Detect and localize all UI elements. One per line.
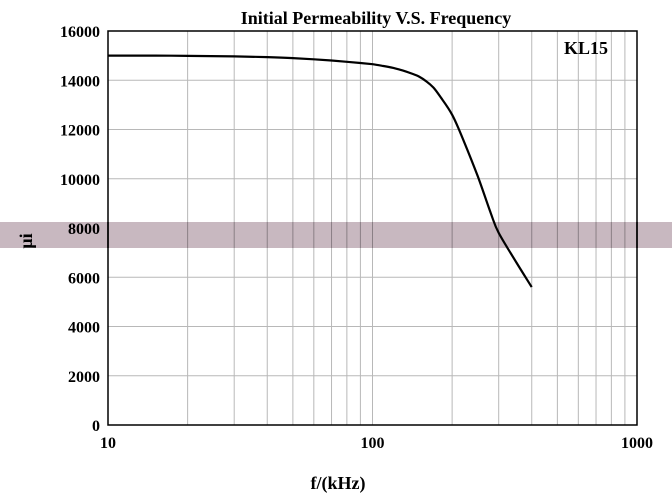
x-tick-label: 1000 — [621, 435, 653, 452]
x-tick-labels: 10 100 1000 — [100, 435, 653, 452]
y-tick-label: 8000 — [68, 221, 100, 238]
chart-title: Initial Permeability V.S. Frequency — [241, 8, 512, 28]
y-tick-label: 4000 — [68, 320, 100, 337]
plot-frame — [107, 30, 638, 426]
band-gridlines — [107, 222, 638, 248]
y-tick-label: 0 — [92, 418, 100, 435]
series-line — [108, 54, 533, 288]
y-tick-label: 14000 — [60, 73, 100, 90]
x-tick-label: 10 — [100, 435, 116, 452]
y-tick-labels: 0 2000 4000 6000 8000 10000 12000 14000 16000 — [60, 24, 100, 435]
y-tick-label: 6000 — [68, 270, 100, 287]
y-tick-label: 12000 — [60, 123, 100, 140]
annotation-label: KL15 — [564, 38, 608, 58]
x-axis-label: f/(kHz) — [311, 473, 366, 494]
highlight-band — [0, 222, 672, 248]
y-axis-label: μi — [16, 233, 36, 248]
y-tick-label: 2000 — [68, 369, 100, 386]
y-tick-label: 10000 — [60, 172, 100, 189]
x-tick-label: 100 — [361, 435, 385, 452]
y-tick-label: 16000 — [60, 24, 100, 41]
